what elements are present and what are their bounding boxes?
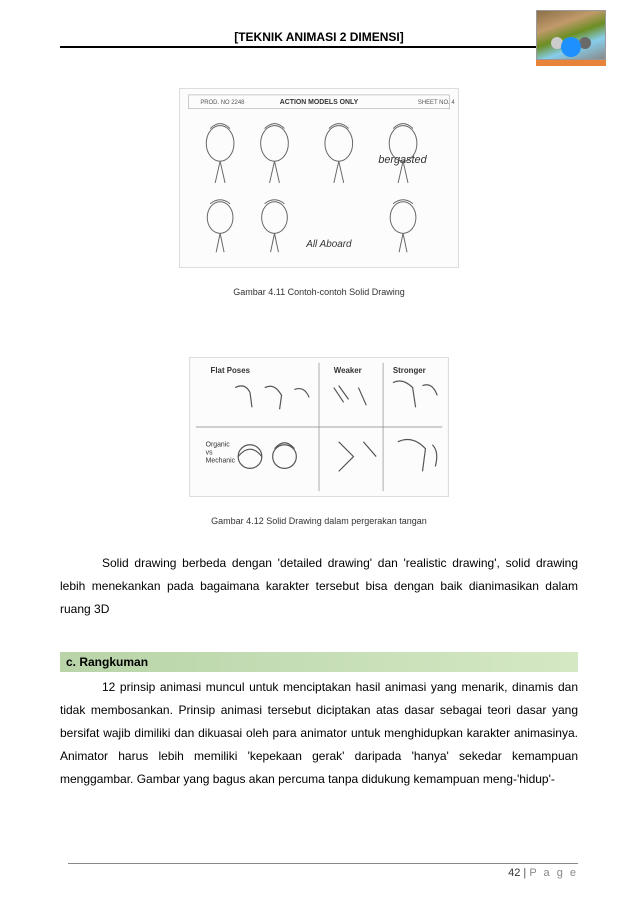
- figure-1-image: PROD. NO 2248 ACTION MODELS ONLY SHEET N…: [179, 88, 459, 268]
- title-text: TEKNIK ANIMASI 2 DIMENSI: [238, 30, 400, 44]
- page-container: [TEKNIK ANIMASI 2 DIMENSI] PROD. NO 2248…: [0, 0, 638, 903]
- svg-text:Mechanic: Mechanic: [206, 457, 236, 464]
- figure-2: Flat Poses Weaker Stronger Organic vs Me…: [60, 337, 578, 526]
- header-orange-bar: [536, 60, 606, 66]
- footer: 42 | P a g e: [68, 863, 578, 879]
- fig1-label-right: SHEET NO. 4: [418, 100, 455, 106]
- fig1-bottom: All Aboard: [305, 239, 352, 250]
- fig1-callout: bergasted: [378, 154, 427, 166]
- bracket-close: ]: [400, 30, 404, 44]
- fig1-label-left: PROD. NO 2248: [200, 100, 245, 106]
- paragraph-1: Solid drawing berbeda dengan 'detailed d…: [60, 552, 578, 620]
- paragraph-2: 12 prinsip animasi muncul untuk mencipta…: [60, 676, 578, 790]
- fig2-organic: Organic: [206, 442, 231, 449]
- page-sep: |: [520, 867, 529, 879]
- figure-1: PROD. NO 2248 ACTION MODELS ONLY SHEET N…: [60, 88, 578, 297]
- page-number: 42: [508, 867, 520, 879]
- section-label: c. Rangkuman: [66, 655, 148, 669]
- fig2-weaker: Weaker: [334, 366, 362, 375]
- svg-text:vs: vs: [206, 450, 213, 457]
- figure-2-caption: Gambar 4.12 Solid Drawing dalam pergerak…: [60, 516, 578, 526]
- header: [TEKNIK ANIMASI 2 DIMENSI]: [60, 30, 578, 48]
- fig2-stronger: Stronger: [393, 366, 426, 375]
- fig2-flat: Flat Poses: [211, 366, 251, 375]
- header-rule: [60, 46, 578, 48]
- header-title: [TEKNIK ANIMASI 2 DIMENSI]: [60, 30, 578, 44]
- page-word: P a g e: [529, 867, 578, 879]
- figure-1-caption: Gambar 4.11 Contoh-contoh Solid Drawing: [60, 287, 578, 297]
- figure-2-image: Flat Poses Weaker Stronger Organic vs Me…: [189, 357, 449, 497]
- section-header: c. Rangkuman: [60, 652, 578, 672]
- header-image: [536, 10, 606, 60]
- fig1-label-center: ACTION MODELS ONLY: [280, 99, 359, 106]
